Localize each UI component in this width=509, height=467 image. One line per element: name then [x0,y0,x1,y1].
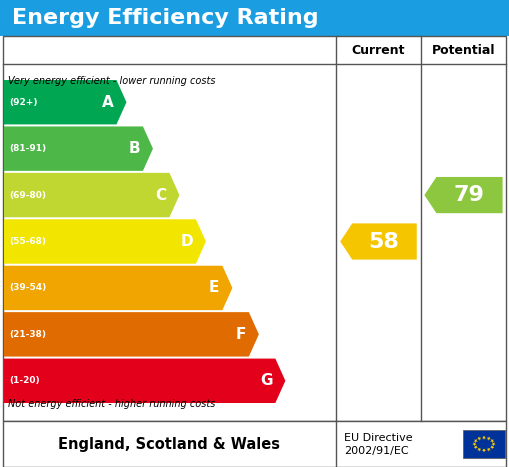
Polygon shape [425,177,502,213]
Polygon shape [4,312,259,357]
Text: (92+): (92+) [9,98,38,107]
Text: G: G [260,373,272,388]
Text: A: A [102,95,114,110]
Text: (69-80): (69-80) [9,191,46,199]
Bar [463,430,505,458]
Text: England, Scotland & Wales: England, Scotland & Wales [59,437,280,452]
Polygon shape [4,80,126,124]
Polygon shape [474,439,478,443]
Polygon shape [4,127,153,171]
Text: B: B [128,141,140,156]
Polygon shape [4,359,286,403]
Polygon shape [487,448,491,452]
Polygon shape [474,446,478,449]
Text: Not energy efficient - higher running costs: Not energy efficient - higher running co… [8,399,215,409]
Bar [0,0,509,36]
Polygon shape [491,442,496,446]
Text: D: D [180,234,193,249]
Polygon shape [340,223,417,260]
Polygon shape [477,448,482,452]
Text: Energy Efficiency Rating: Energy Efficiency Rating [12,8,319,28]
Text: E: E [209,280,219,296]
Text: EU Directive: EU Directive [344,433,413,443]
Text: (21-38): (21-38) [9,330,46,339]
Text: Potential: Potential [432,43,495,57]
Bar [3,36,506,421]
Bar [3,421,506,467]
Text: Current: Current [352,43,405,57]
Text: (81-91): (81-91) [9,144,46,153]
Polygon shape [4,173,180,217]
Text: 2002/91/EC: 2002/91/EC [344,446,409,456]
Polygon shape [487,437,491,441]
Text: 58: 58 [368,232,399,252]
Polygon shape [472,442,476,446]
Polygon shape [490,439,494,443]
Text: C: C [155,188,166,203]
Polygon shape [482,448,486,453]
Polygon shape [4,219,206,264]
Polygon shape [482,436,486,440]
Polygon shape [477,437,482,441]
Text: 79: 79 [453,185,484,205]
Text: Very energy efficient - lower running costs: Very energy efficient - lower running co… [8,76,215,86]
Polygon shape [490,446,494,449]
Text: F: F [236,327,246,342]
Polygon shape [4,266,233,310]
Text: (1-20): (1-20) [9,376,40,385]
Text: (39-54): (39-54) [9,283,46,292]
Text: (55-68): (55-68) [9,237,46,246]
